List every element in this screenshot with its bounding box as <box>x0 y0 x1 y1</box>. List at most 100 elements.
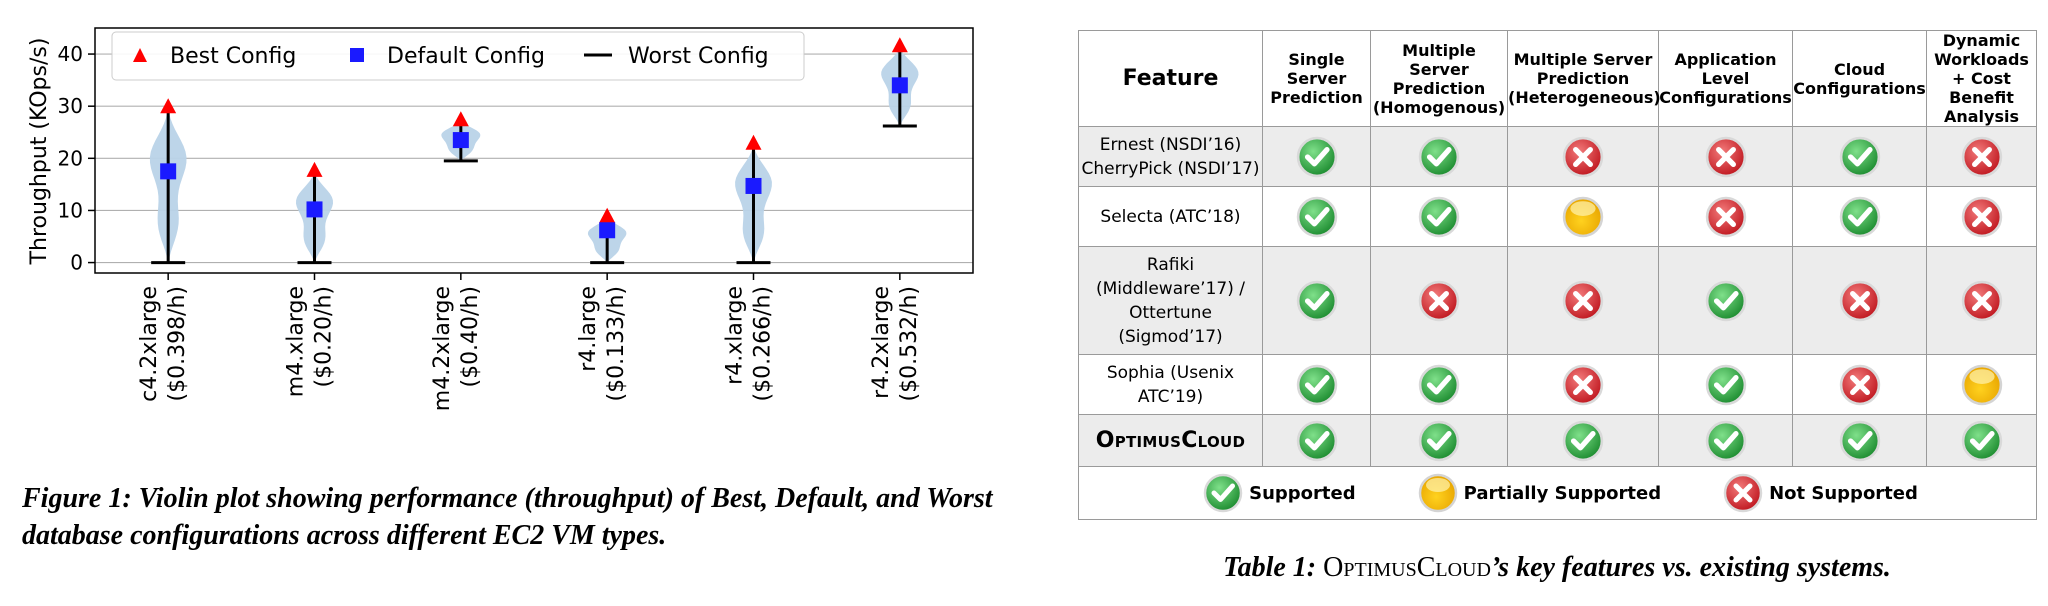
cross-icon <box>1839 364 1881 405</box>
legend-label: Supported <box>1249 482 1356 504</box>
x-axis: c4.2xlarge ($0.398/h) m4.xlarge ($0.20/h) m4… <box>137 273 922 411</box>
header-column: Cloud Configurations <box>1792 30 1927 127</box>
x-tick-label: c4.2xlarge <box>137 286 162 402</box>
feature-cell <box>1507 186 1659 247</box>
header-column: Multiple Server Prediction (Heterogeneou… <box>1507 30 1661 127</box>
table-caption-system: OptimusCloud <box>1323 552 1491 583</box>
best-config-marker <box>745 134 762 150</box>
y-tick-label: 30 <box>58 94 83 118</box>
legend-best-marker <box>133 48 147 62</box>
feature-cell <box>1262 354 1371 415</box>
check-icon <box>1705 280 1747 321</box>
partial-icon <box>1418 473 1458 513</box>
best-config-marker <box>452 111 469 127</box>
best-config-marker <box>891 37 908 53</box>
markers <box>151 37 917 265</box>
x-tick-label: ($0.266/h) <box>751 286 776 402</box>
feature-cell <box>1926 126 2037 187</box>
table-legend: Supported Partially Supported Not Supporte… <box>1078 466 2037 520</box>
cross-icon <box>1723 473 1763 513</box>
feature-cell <box>1792 246 1927 355</box>
y-axis: 0 10 20 30 40 <box>58 42 95 275</box>
row-system-name: OptimusCloud <box>1078 414 1263 467</box>
feature-cell <box>1262 186 1371 247</box>
default-config-marker <box>745 177 762 194</box>
x-tick-label: m4.2xlarge <box>430 286 455 411</box>
feature-cell <box>1658 246 1793 355</box>
feature-cell <box>1792 414 1927 467</box>
check-icon <box>1418 196 1460 237</box>
x-tick-label: ($0.20/h) <box>312 286 337 388</box>
x-tick-label: m4.xlarge <box>284 286 309 397</box>
check-icon <box>1839 136 1881 177</box>
feature-cell <box>1792 186 1927 247</box>
default-config-marker <box>160 163 177 180</box>
table-row: Sophia (Usenix ATC’19) <box>1078 354 2037 415</box>
cross-icon <box>1562 136 1604 177</box>
legend-item-partial: Partially Supported <box>1412 473 1661 513</box>
legend-item-check: Supported <box>1197 473 1356 513</box>
row-system-name: Sophia (Usenix ATC’19) <box>1078 354 1263 415</box>
header-column: Single Server Prediction <box>1262 30 1371 127</box>
row-system-name: Selecta (ATC’18) <box>1078 186 1263 247</box>
x-tick-label: ($0.133/h) <box>604 286 629 402</box>
legend-label: Best Config <box>170 44 296 69</box>
gridlines <box>95 53 973 264</box>
cross-icon <box>1562 364 1604 405</box>
feature-cell <box>1926 186 2037 247</box>
legend-label: Worst Config <box>628 44 769 69</box>
y-tick-label: 0 <box>70 251 83 275</box>
x-tick-label: r4.xlarge <box>723 286 748 385</box>
x-tick-label: ($0.532/h) <box>897 286 922 402</box>
plot-frame <box>94 27 974 274</box>
table-caption: Table 1: OptimusCloud’s key features vs.… <box>1080 552 2034 584</box>
check-icon <box>1296 280 1338 321</box>
check-icon <box>1705 364 1747 405</box>
check-icon <box>1296 196 1338 237</box>
feature-cell <box>1262 246 1371 355</box>
default-config-marker <box>599 222 616 239</box>
table-row: Rafiki (Middleware’17) / Ottertune (Sigm… <box>1078 246 2037 355</box>
table-legend-row: Supported Partially Supported Not Supporte… <box>1078 466 2037 520</box>
check-icon <box>1203 473 1243 513</box>
best-config-marker <box>306 161 323 177</box>
y-tick-label: 40 <box>58 42 83 66</box>
table-caption-prefix: Table 1: <box>1223 552 1317 583</box>
y-axis-label: Throughput (KOps/s) <box>27 38 52 266</box>
feature-cell <box>1370 186 1508 247</box>
feature-cell <box>1658 126 1793 187</box>
feature-cell <box>1658 414 1793 467</box>
partial-icon <box>1562 196 1604 237</box>
feature-cell <box>1926 354 2037 415</box>
feature-cell <box>1926 414 2037 467</box>
x-tick-label: ($0.40/h) <box>458 286 483 388</box>
check-icon <box>1839 196 1881 237</box>
feature-cell <box>1507 414 1659 467</box>
feature-cell <box>1507 246 1659 355</box>
cross-icon <box>1961 280 2003 321</box>
best-config-marker <box>160 98 177 114</box>
default-config-marker <box>306 201 323 218</box>
check-icon <box>1296 420 1338 461</box>
row-system-name: Ernest (NSDI’16) CherryPick (NSDI’17) <box>1078 126 1263 187</box>
default-config-marker <box>891 77 908 94</box>
figure-caption: Figure 1: Violin plot showing performanc… <box>22 483 993 551</box>
legend-default-marker <box>350 48 364 62</box>
x-tick-label: r4.large <box>576 286 601 372</box>
header-feature: Feature <box>1078 30 1263 127</box>
feature-cell <box>1658 186 1793 247</box>
check-icon <box>1418 364 1460 405</box>
feature-table: Feature Single Server Prediction Multiple … <box>1078 30 2037 520</box>
feature-cell <box>1370 246 1508 355</box>
x-tick-label: ($0.398/h) <box>165 286 190 402</box>
table-row: OptimusCloud <box>1078 414 2037 467</box>
cross-icon <box>1705 196 1747 237</box>
header-column: Dynamic Workloads + Cost Benefit Analysi… <box>1926 30 2037 127</box>
legend-item-cross: Not Supported <box>1717 473 1918 513</box>
cross-icon <box>1705 136 1747 177</box>
check-icon <box>1418 136 1460 177</box>
table-header-row: Feature Single Server Prediction Multiple … <box>1078 30 2037 127</box>
feature-cell <box>1926 246 2037 355</box>
x-tick-label: r4.2xlarge <box>869 286 894 399</box>
